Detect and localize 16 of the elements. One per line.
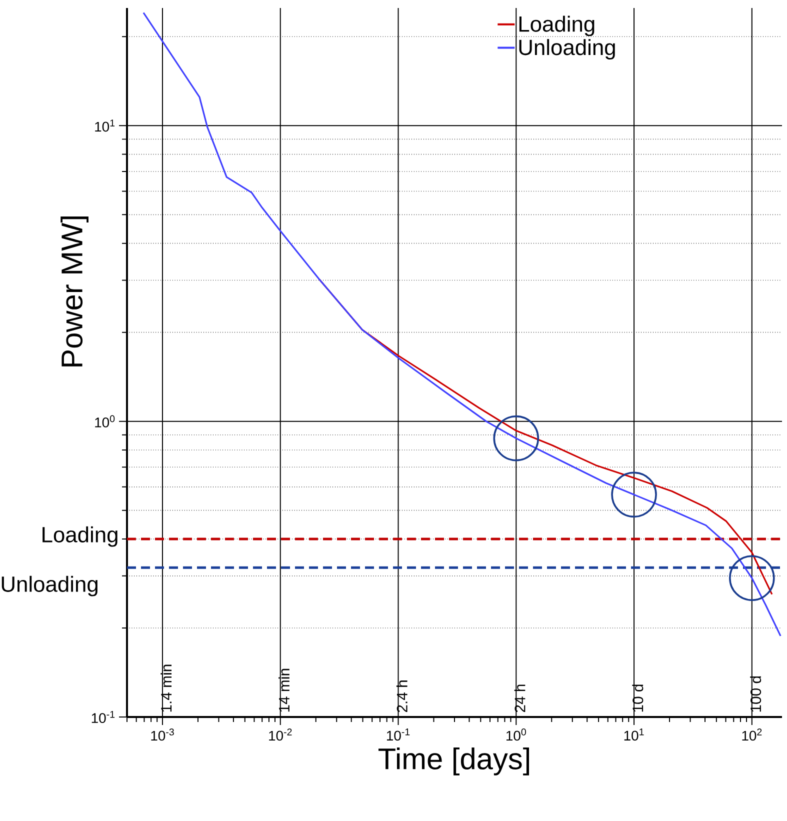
- y-tick-label: 10$^{1}$: [95, 120, 115, 132]
- x-tick-label: 10$^{1}$: [624, 728, 644, 741]
- legend-label: Unloading: [519, 39, 615, 60]
- ref-line-label: 1.4 min: [160, 664, 172, 712]
- x-tick-label: 10$^{-3}$: [151, 728, 174, 741]
- y-tick-label: 10$^{0}$: [95, 415, 115, 428]
- x-tick-label: 10$^{2}$: [742, 728, 762, 741]
- x-axis-title: Time [days]: [378, 748, 530, 776]
- x-tick-label: 10$^{-2}$: [269, 728, 292, 741]
- x-tick-label: 10$^{0}$: [506, 728, 526, 741]
- y-tick-label: 10$^{-1}$: [92, 710, 115, 724]
- x-tick-label: 10$^{-1}$: [386, 728, 410, 741]
- legend-label: Loading: [519, 16, 594, 36]
- ref-line-label: Unloading: [2, 576, 98, 596]
- ref-line-label: Loading: [42, 526, 118, 547]
- y-axis-title: Power MW]: [60, 216, 88, 366]
